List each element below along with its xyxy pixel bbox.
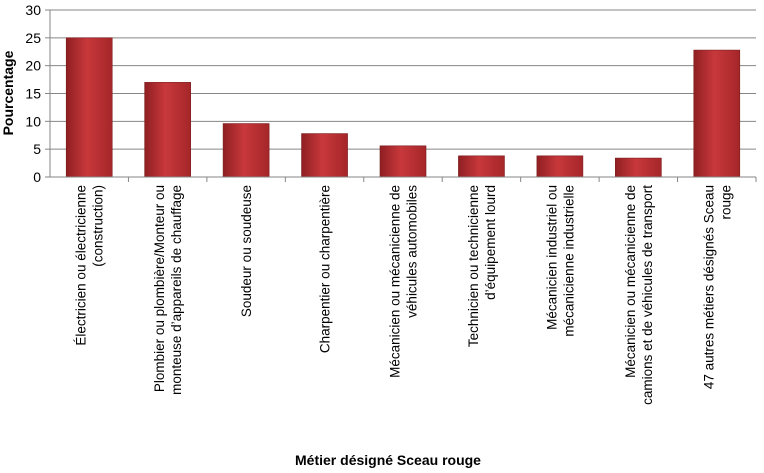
x-tick-label: Plombier ou plombière/Monteur ou monteuse…	[152, 185, 184, 395]
bars	[65, 37, 741, 178]
bar	[301, 133, 348, 178]
y-tick-label: 20	[25, 58, 41, 74]
x-tick-label: Charpentier ou charpentière	[318, 185, 333, 353]
x-tick-label: Soudeur ou soudeuse	[239, 185, 254, 317]
x-tick-label: Mécanicien industriel ou mécanicienne ind…	[544, 185, 576, 337]
y-tick-label: 25	[25, 30, 41, 46]
bar	[222, 123, 270, 178]
x-tick-label: Technicien ou technicienne d’équipement l…	[466, 185, 498, 347]
y-tick-label: 30	[25, 2, 41, 18]
y-tick-label: 15	[25, 86, 41, 102]
bar	[379, 145, 427, 178]
x-axis-label: Métier désigné Sceau rouge	[295, 452, 481, 468]
bar	[615, 157, 662, 178]
y-tick-label: 0	[33, 169, 41, 185]
x-tick-label: 47 autres métiers désignés Sceau rouge	[701, 185, 733, 389]
x-tick-label: Électricien ou électricienne (constructio…	[74, 185, 106, 346]
bar	[458, 155, 505, 178]
y-axis-label: Pourcentage	[0, 50, 16, 135]
y-axis-ticks: 0 5 10 15 20 25 30	[25, 2, 50, 185]
x-tick-label: Mécanicien ou mécanicienne de véhicules a…	[388, 185, 420, 378]
bar	[536, 155, 584, 178]
x-axis-tick-labels: Électricien ou électricienne (constructio…	[74, 177, 757, 405]
y-tick-label: 5	[33, 141, 41, 157]
y-tick-label: 10	[25, 113, 41, 129]
bar	[144, 82, 191, 178]
bar	[65, 37, 113, 178]
x-tick-label: Mécanicien ou mécanicienne de camions et …	[623, 185, 655, 405]
bar	[693, 49, 741, 178]
